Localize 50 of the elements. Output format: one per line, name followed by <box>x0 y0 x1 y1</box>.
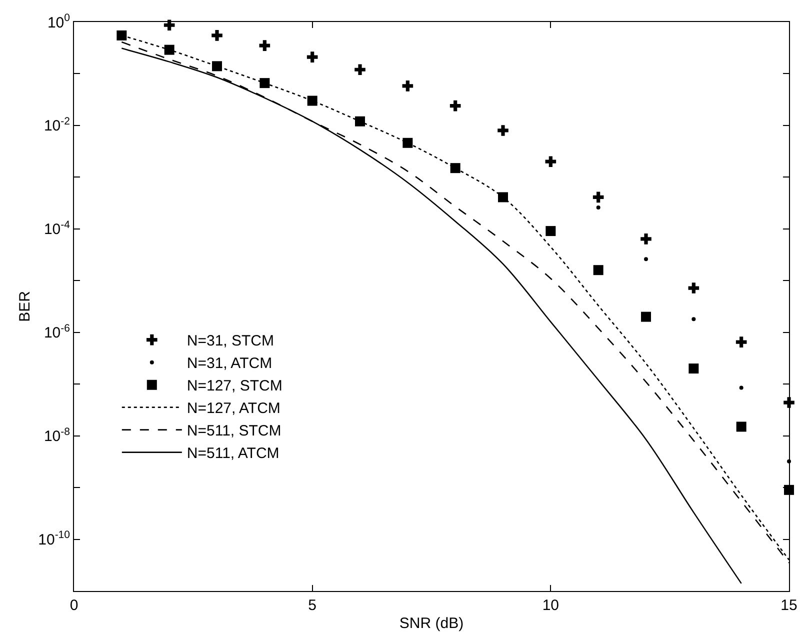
point <box>592 192 604 203</box>
point <box>546 226 556 236</box>
point <box>450 163 460 174</box>
point <box>212 30 222 41</box>
x-tick-label: 5 <box>308 597 316 614</box>
point <box>692 317 696 322</box>
y-tick-label: 10$^{-8}$ <box>44 426 70 446</box>
x-tick-label: 0 <box>70 597 78 614</box>
legend-label: N=127, ATCM <box>186 400 280 418</box>
point <box>450 100 461 112</box>
point <box>164 44 174 55</box>
point <box>259 40 270 51</box>
x-tick-label: 15 <box>780 597 798 614</box>
point <box>402 138 413 148</box>
point <box>739 386 744 390</box>
point <box>498 192 508 202</box>
point <box>164 20 175 31</box>
point <box>688 282 700 294</box>
y-tick-label: 10$^{-4}$ <box>44 218 70 238</box>
y-tick-label: 10$^{0}$ <box>47 12 70 32</box>
y-axis-title: BER <box>16 290 34 322</box>
point <box>688 364 699 374</box>
point <box>260 78 270 88</box>
legend-label: N=31, ATCM <box>186 355 272 372</box>
point <box>306 52 318 62</box>
point <box>354 64 366 76</box>
legend-label: N=127, STCM <box>186 378 282 395</box>
x-tick-label: 10 <box>542 597 560 614</box>
point <box>307 96 318 106</box>
legend-label: N=31, STCM <box>186 332 274 350</box>
y-tick-label: 10$^{-6}$ <box>44 322 70 342</box>
legend-label: N=511, ATCM <box>186 445 280 462</box>
y-tick-label: 10$^{-10}$ <box>38 529 70 549</box>
point <box>498 125 508 136</box>
point <box>116 30 127 40</box>
point <box>355 116 365 126</box>
point <box>402 80 414 92</box>
point <box>640 234 652 244</box>
point <box>784 397 794 408</box>
point <box>736 336 747 348</box>
point <box>593 265 604 276</box>
legend-label: N=511, STCM <box>186 422 282 440</box>
point <box>736 422 746 432</box>
point <box>212 61 222 72</box>
point <box>596 205 600 210</box>
x-axis-title: SNR (dB) <box>399 615 464 632</box>
y-tick-label: 10$^{-2}$ <box>44 115 70 135</box>
point <box>644 257 648 262</box>
point <box>545 156 556 168</box>
point <box>641 312 651 322</box>
